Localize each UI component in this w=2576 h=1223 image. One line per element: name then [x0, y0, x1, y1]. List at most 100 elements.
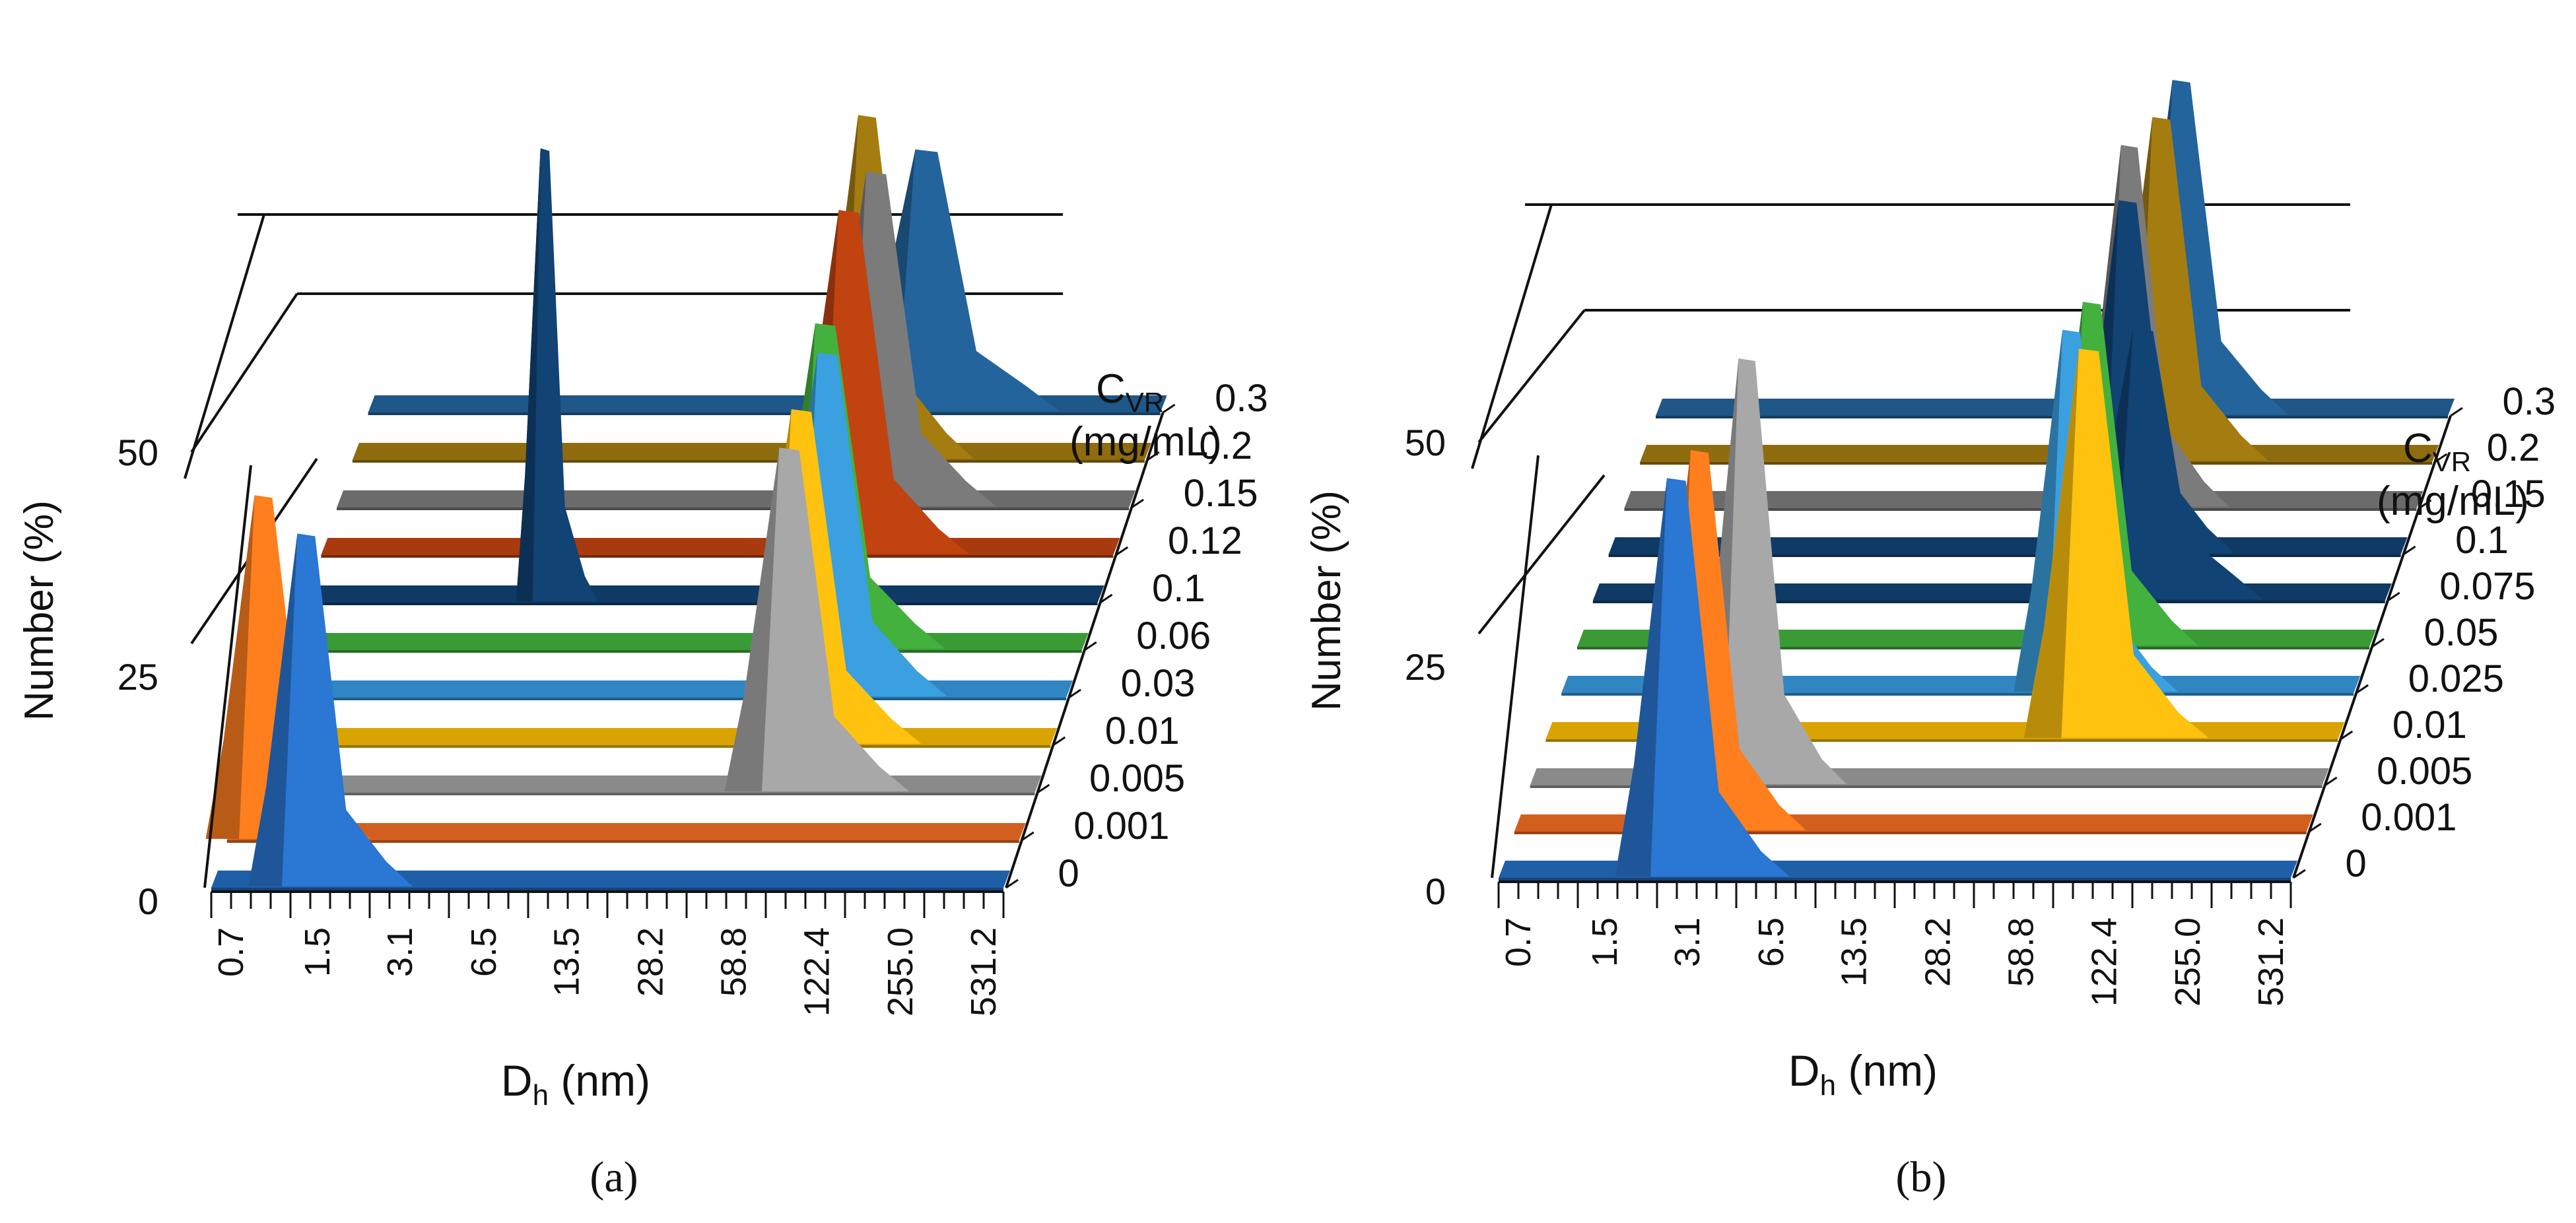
z-tick-0.2	[2434, 453, 2448, 463]
z-tick-label-0: 0	[1058, 852, 1079, 895]
series-ribbon-0.1	[305, 585, 1104, 603]
z-tick-label-0.06: 0.06	[1136, 614, 1211, 657]
x-axis-title-main: D	[501, 1056, 533, 1105]
z-axis-title-unit: (mg/mL)	[2377, 479, 2529, 524]
series-ribbon-0.12	[321, 538, 1120, 555]
x-tick-label-5: 28.2	[1918, 917, 1957, 987]
x-axis-title-main: D	[1788, 1046, 1820, 1095]
series-ribbon-0.005	[242, 776, 1042, 793]
x-axis-title-sub: h	[1820, 1069, 1836, 1102]
series-ribbon-edge-0.1	[305, 603, 1098, 605]
x-tick-label-6: 58.8	[714, 927, 754, 997]
x-axis-title: Dh (nm)	[501, 1056, 650, 1111]
z-tick-0	[2293, 869, 2306, 879]
z-tick-label-0.03: 0.03	[1121, 662, 1196, 705]
series-ribbon-edge-0.03	[274, 698, 1067, 700]
z-tick-label-0.1: 0.1	[1152, 567, 1205, 610]
z-tick-0.025	[2356, 684, 2369, 694]
z-tick-0.05	[2371, 638, 2385, 648]
peak-shadow-0-0	[248, 533, 298, 886]
y-tick-label-1: 25	[1405, 646, 1446, 688]
x-axis-title: Dh (nm)	[1788, 1046, 1938, 1102]
z-tick-0.01	[2340, 730, 2354, 741]
z-tick-label-0.05: 0.05	[2424, 611, 2499, 654]
z-axis-line	[2292, 415, 2452, 878]
x-tick-label-1: 1.5	[1585, 917, 1625, 967]
series-ribbon-edge-0.001	[226, 840, 1019, 843]
x-tick-label-4: 13.5	[1835, 917, 1874, 987]
y-tick-label-2: 50	[1405, 422, 1446, 463]
z-tick-label-0.005: 0.005	[1089, 757, 1185, 800]
x-tick-label-7: 122.4	[2085, 917, 2124, 1007]
x-tick-label-7: 122.4	[797, 927, 837, 1016]
panel-caption: (a)	[590, 1153, 638, 1201]
panel-b: 0.30.20.150.10.0750.050.0250.010.0050.00…	[1304, 80, 2556, 1201]
z-tick-0.12	[1115, 546, 1129, 556]
z-tick-label-0.15: 0.15	[1184, 472, 1258, 515]
z-tick-0.15	[2418, 499, 2432, 510]
series-ribbon-edge-0.3	[1656, 416, 2448, 418]
z-tick-label-0.01: 0.01	[1105, 710, 1180, 752]
x-tick-label-8: 255.0	[2168, 917, 2208, 1007]
z-tick-0.005	[1036, 783, 1050, 794]
z-tick-0.15	[1131, 498, 1144, 509]
z-axis-title-main: C	[1096, 366, 1126, 412]
series-ribbon-edge-0.3	[368, 413, 1161, 415]
peak-shadow-0.01-0	[2023, 348, 2079, 738]
series-ribbon-0.06	[289, 633, 1089, 650]
y-axis-title: Number (%)	[1304, 490, 1349, 711]
z-tick-label-0.2: 0.2	[2487, 426, 2540, 469]
x-axis-title-unit: (nm)	[549, 1056, 650, 1105]
x-tick-label-9: 531.2	[2251, 917, 2291, 1007]
z-axis-title-sub: VR	[2433, 446, 2471, 477]
x-tick-label-3: 6.5	[464, 927, 504, 977]
x-tick-label-5: 28.2	[630, 927, 670, 997]
z-axis-title-main: C	[2403, 426, 2433, 471]
frame-left-near	[1477, 309, 1586, 444]
z-tick-0.3	[1162, 403, 1176, 414]
z-tick-0.2	[1147, 451, 1160, 461]
frame-diag-far	[184, 214, 265, 479]
series-ribbon-edge-0	[211, 888, 1003, 890]
z-tick-0.3	[2450, 407, 2463, 417]
peak-shadow-0-0	[1615, 478, 1667, 876]
x-axis-title-sub: h	[533, 1079, 549, 1111]
z-tick-0.001	[1021, 831, 1034, 842]
panel-caption: (b)	[1896, 1153, 1947, 1201]
frame-left-far	[1477, 474, 1606, 635]
series-ribbon-edge-0.2	[1640, 462, 2433, 465]
z-tick-label-0.075: 0.075	[2439, 565, 2535, 608]
x-tick-label-9: 531.2	[964, 927, 1003, 1016]
z-tick-label-0.001: 0.001	[1073, 805, 1169, 847]
series-ribbon-edge-0.06	[289, 650, 1082, 653]
series-ribbon-0.15	[337, 490, 1136, 508]
y-tick-label-2: 50	[118, 432, 158, 473]
z-axis-title-sub: VR	[1126, 387, 1164, 418]
z-tick-label-0.025: 0.025	[2408, 657, 2504, 700]
x-tick-label-6: 58.8	[2002, 917, 2041, 987]
series-ribbon-edge-0	[1499, 878, 2291, 880]
z-tick-label-0.3: 0.3	[1215, 377, 1268, 420]
z-tick-label-0.12: 0.12	[1168, 519, 1242, 562]
peak-shadow-0.005-0	[724, 447, 780, 791]
z-axis-title-unit: (mg/mL)	[1069, 419, 1222, 465]
y-axis-line	[203, 465, 252, 888]
z-axis-title: CVR	[1096, 366, 1164, 418]
series-ribbon-0	[211, 871, 1010, 888]
z-tick-label-0.15: 0.15	[2471, 473, 2546, 515]
series-ribbon-edge-0.2	[352, 460, 1145, 463]
peak-shadow-0.001-0	[205, 495, 255, 839]
series-ribbon-0.2	[352, 443, 1151, 460]
y-tick-label-1: 25	[118, 656, 158, 698]
series-ribbon-edge-0.01	[258, 745, 1051, 748]
x-tick-label-0: 0.7	[211, 927, 251, 977]
series-ribbon-edge-0.15	[337, 508, 1130, 510]
y-axis-title: Number (%)	[17, 500, 62, 721]
y-tick-label-0: 0	[1425, 871, 1446, 912]
series-ribbon-edge-0.12	[321, 555, 1114, 558]
series-ribbon-0.01	[258, 728, 1058, 745]
z-tick-label-0.005: 0.005	[2377, 750, 2472, 793]
z-tick-label-0.2: 0.2	[1199, 424, 1252, 467]
z-tick-0.005	[2324, 776, 2338, 787]
z-tick-0.1	[2402, 545, 2416, 556]
